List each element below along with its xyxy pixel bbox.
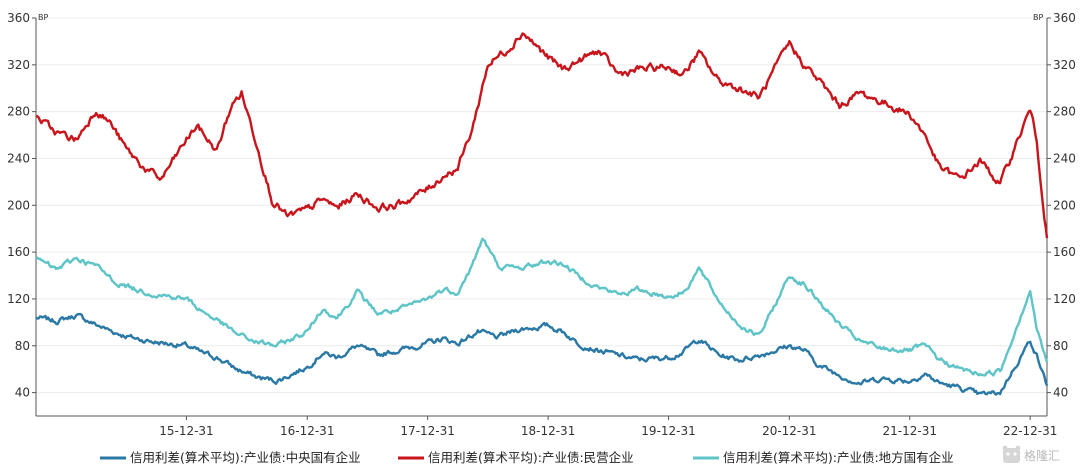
y-tick-label-left: 80 (15, 339, 30, 353)
y-tick-label-left: 280 (7, 105, 30, 119)
y-tick-label-right: 40 (1053, 386, 1068, 400)
y-tick-label-right: 360 (1053, 11, 1076, 25)
axes: BP BP (35, 13, 1048, 417)
y-tick-label-left: 200 (7, 198, 30, 212)
y-tick-label-right: 320 (1053, 58, 1076, 72)
y-tick-label-right: 240 (1053, 151, 1076, 165)
y-tick-label-left: 160 (7, 245, 30, 259)
series-lines (35, 32, 1049, 396)
x-tick-label: 15-12-31 (159, 424, 213, 438)
y-tick-label-right: 280 (1053, 105, 1076, 119)
y-tick-label-right: 160 (1053, 245, 1076, 259)
series-line-2 (35, 32, 1049, 239)
x-tick-label: 21-12-31 (883, 424, 937, 438)
y-tick-label-right: 80 (1053, 339, 1068, 353)
y-tick-label-right: 200 (1053, 198, 1076, 212)
y-tick-label-left: 240 (7, 151, 30, 165)
y-tick-label-left: 320 (7, 58, 30, 72)
watermark-text: 格隆汇 (1024, 448, 1060, 463)
x-tick-label: 20-12-31 (762, 424, 816, 438)
series-line-1 (35, 312, 1049, 396)
legend-label-3: 信用利差(算术平均):产业债:地方国有企业 (723, 450, 954, 465)
legend-label-2: 信用利差(算术平均):产业债:民营企业 (428, 450, 634, 465)
x-tick-label: 17-12-31 (400, 424, 454, 438)
x-tick-label: 22-12-31 (1003, 424, 1057, 438)
y-tick-label-left: 40 (15, 386, 30, 400)
legend: 信用利差(算术平均):产业债:中央国有企业 信用利差(算术平均):产业债:民营企业… (100, 450, 954, 465)
x-ticks: 15-12-31 16-12-31 17-12-31 18-12-31 19-12-31… (159, 416, 1057, 438)
x-tick-label: 19-12-31 (641, 424, 695, 438)
y-tick-label-right: 120 (1053, 292, 1076, 306)
grid (36, 17, 1047, 394)
bear-logo-icon (1002, 445, 1021, 463)
watermark: 格隆汇 (1002, 445, 1060, 463)
y-tick-label-left: 120 (7, 292, 30, 306)
series-line-3 (35, 237, 1049, 377)
y-ticks-right: 40 80 120 160 200 240 280 320 360 (1047, 11, 1076, 400)
y-ticks-left: 40 80 120 160 200 240 280 320 360 (7, 11, 36, 400)
x-tick-label: 16-12-31 (280, 424, 334, 438)
left-unit-label: BP (38, 13, 48, 22)
right-unit-label: BP (1033, 13, 1043, 22)
legend-label-1: 信用利差(算术平均):产业债:中央国有企业 (130, 450, 361, 465)
y-tick-label-left: 360 (7, 11, 30, 25)
x-tick-label: 18-12-31 (521, 424, 575, 438)
